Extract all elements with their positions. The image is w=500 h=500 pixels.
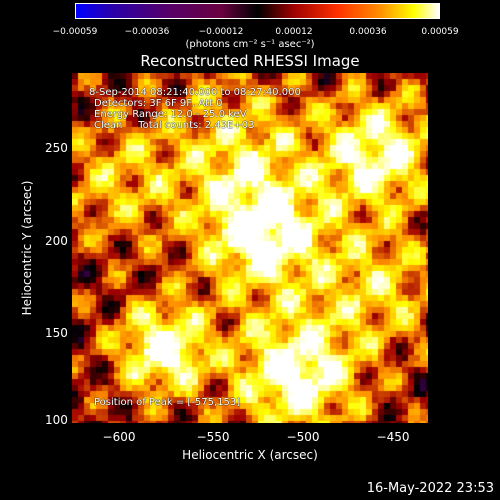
- colorbar-tick: −0.00036: [124, 27, 170, 37]
- plot-title: Reconstructed RHESSI Image: [140, 52, 360, 70]
- annotation-time-range: 8-Sep-2014 08:21:40.000 to 08:27:40.000: [89, 87, 301, 98]
- colorbar-tick: 0.00012: [275, 27, 313, 37]
- annotation-total-counts: Clean Total counts: 2.43E+03: [94, 120, 255, 131]
- x-tick-label: −600: [102, 430, 136, 444]
- y-axis-label: Heliocentric Y (arcsec): [20, 180, 34, 316]
- colorbar-tick: −0.00012: [198, 27, 244, 37]
- colorbar-tick: 0.00059: [421, 27, 459, 37]
- annotation-energy-range: Energy Range: 12.0 - 25.0 keV: [94, 109, 247, 120]
- colorbar: [75, 3, 440, 19]
- x-tick-label: −550: [196, 430, 230, 444]
- y-tick-label: 100: [45, 413, 68, 427]
- y-tick-label: 150: [45, 326, 68, 340]
- y-tick-label: 250: [45, 141, 68, 155]
- annotation-detectors: Detectors: 3F 6F 9F, Att 0: [94, 98, 223, 109]
- annotation-peak-position: Position of Peak = [-575,153]: [94, 397, 241, 408]
- x-tick-label: −500: [286, 430, 320, 444]
- timestamp: 16-May-2022 23:53: [366, 481, 494, 496]
- rhessi-image: 8-Sep-2014 08:21:40.000 to 08:27:40.000 …: [72, 73, 428, 423]
- x-axis-label: Heliocentric X (arcsec): [182, 448, 318, 462]
- colorbar-units: (photons cm⁻² s⁻¹ asec⁻²): [185, 39, 315, 50]
- colorbar-tick: 0.00036: [349, 27, 387, 37]
- x-tick-label: −450: [376, 430, 410, 444]
- y-tick-label: 200: [45, 234, 68, 248]
- heatmap-canvas: [72, 73, 428, 423]
- colorbar-tick: −0.00059: [52, 27, 98, 37]
